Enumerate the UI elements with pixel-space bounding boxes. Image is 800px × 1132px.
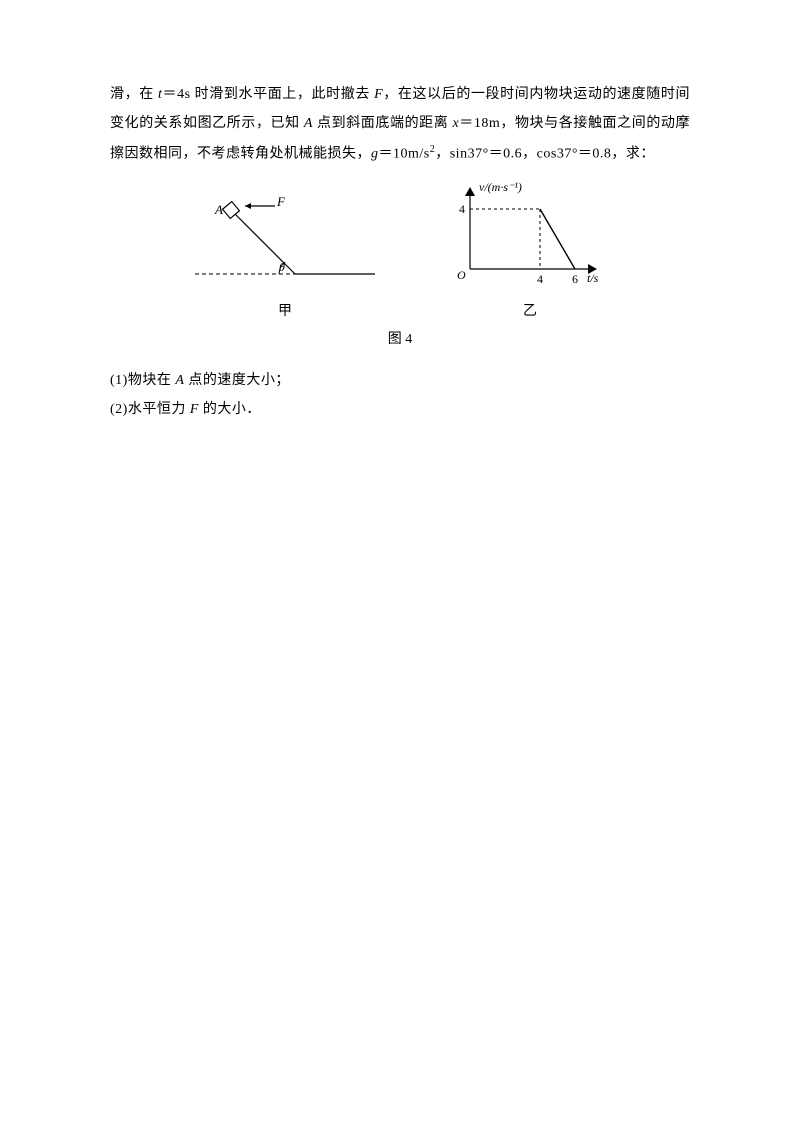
svg-text:4: 4 — [459, 202, 465, 216]
svg-text:A: A — [214, 202, 223, 217]
text: 滑，在 — [110, 87, 158, 102]
questions: (1)物块在 A 点的速度大小； (2)水平恒力 F 的大小． — [110, 366, 690, 425]
svg-text:v/(m·s⁻¹): v/(m·s⁻¹) — [479, 180, 522, 194]
text: ，sin37°＝0.6，cos37°＝0.8，求： — [435, 146, 655, 161]
text: ＝10m/s — [379, 146, 430, 161]
figure-caption: 图 4 — [110, 328, 690, 348]
var-g: g — [371, 146, 379, 161]
svg-text:6: 6 — [572, 272, 578, 286]
text: 点的速度大小； — [184, 373, 290, 388]
text: ＝18m，物块与各接触面之间的动摩 — [459, 116, 690, 131]
svg-text:O: O — [457, 268, 466, 282]
var-A: A — [304, 116, 313, 131]
incline-diagram: A Fθ — [185, 184, 385, 294]
figure-right-caption: 乙 — [523, 300, 537, 320]
figure-left-block: A Fθ 甲 — [185, 184, 385, 320]
text: 擦因数相同，不考虑转角处机械能损失， — [110, 146, 371, 161]
figures-row: A Fθ 甲 4 4 6 Ov/(m·s⁻¹) t/s 乙 — [110, 179, 690, 320]
figure-left-caption: 甲 — [278, 300, 292, 320]
text: ，在这以后的一段时间内物块运动的速度随时间 — [383, 87, 690, 102]
svg-text:F: F — [276, 194, 286, 209]
var-F: F — [190, 402, 199, 417]
text: 的大小． — [199, 402, 261, 417]
problem-paragraph: 滑，在 t＝4s 时滑到水平面上，此时撤去 F，在这以后的一段时间内物块运动的速… — [110, 80, 690, 169]
figure-right-block: 4 4 6 Ov/(m·s⁻¹) t/s 乙 — [445, 179, 615, 320]
question-2: (2)水平恒力 F 的大小． — [110, 395, 690, 424]
text: 变化的关系如图乙所示，已知 — [110, 116, 304, 131]
text: (2)水平恒力 — [110, 402, 190, 417]
svg-text:t/s: t/s — [587, 271, 599, 285]
question-1: (1)物块在 A 点的速度大小； — [110, 366, 690, 395]
text: (1)物块在 — [110, 373, 175, 388]
velocity-graph: 4 4 6 Ov/(m·s⁻¹) t/s — [445, 179, 615, 294]
var-F: F — [374, 87, 383, 102]
text: 点到斜面底端的距离 — [313, 116, 453, 131]
svg-text:θ: θ — [279, 260, 285, 274]
svg-text:4: 4 — [537, 272, 543, 286]
text: ＝4s 时滑到水平面上，此时撤去 — [162, 87, 374, 102]
